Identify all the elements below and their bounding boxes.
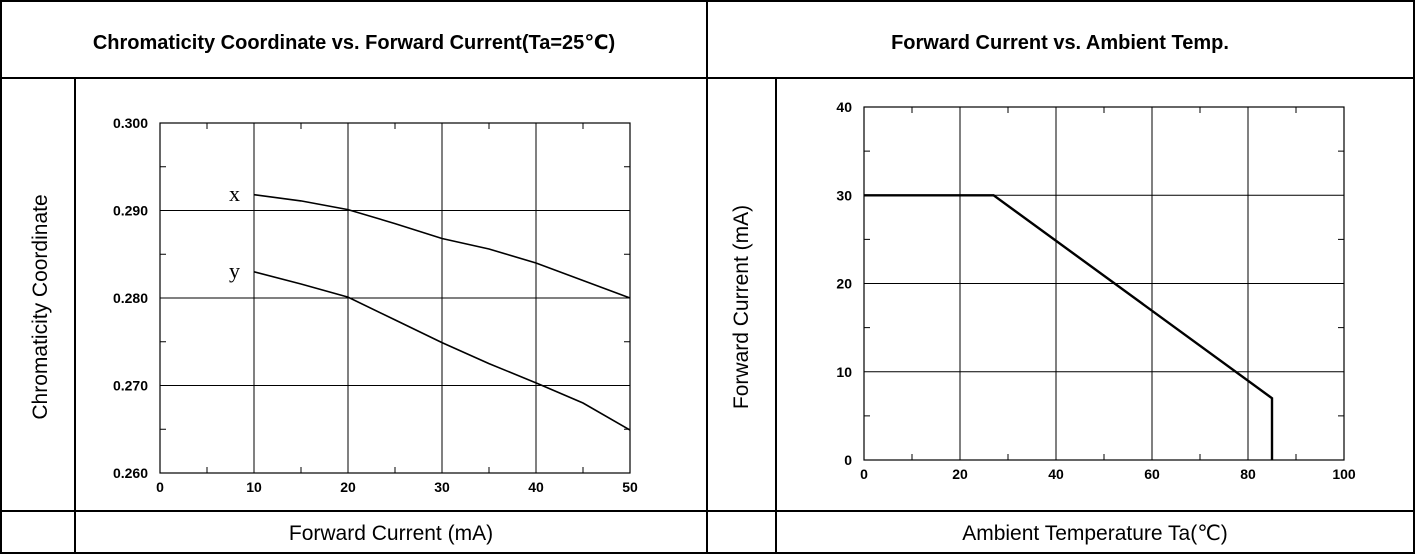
series-label-y: y [229, 258, 240, 283]
y-tick-label: 40 [836, 99, 852, 115]
series-line-series-1 [864, 195, 1272, 460]
x-tick-label: 20 [952, 466, 968, 482]
chart2-title: Forward Current vs. Ambient Temp. [891, 32, 1229, 54]
y-tick-label: 30 [836, 187, 852, 203]
chart1-grid [160, 123, 630, 473]
chart1-x-axis-title: Forward Current (mA) [289, 522, 493, 545]
x-tick-label: 0 [156, 479, 164, 495]
chart1-title: Chromaticity Coordinate vs. Forward Curr… [93, 32, 615, 54]
x-tick-label: 20 [340, 479, 356, 495]
x-tick-label: 80 [1240, 466, 1256, 482]
x-tick-label: 100 [1332, 466, 1356, 482]
x-tick-label: 60 [1144, 466, 1160, 482]
x-tick-label: 0 [860, 466, 868, 482]
chart2-series [864, 195, 1272, 460]
chart2-x-axis-title: Ambient Temperature Ta(℃) [962, 522, 1228, 545]
y-tick-label: 0 [844, 452, 852, 468]
y-tick-label: 0.280 [113, 290, 148, 306]
y-tick-label: 0.260 [113, 465, 148, 481]
x-tick-label: 40 [1048, 466, 1064, 482]
chart1-y-axis-title: Chromaticity Coordinate [29, 194, 52, 419]
y-tick-label: 20 [836, 276, 852, 292]
chart1-series: xy [229, 181, 630, 430]
x-tick-label: 10 [246, 479, 262, 495]
chart2-y-axis-title: Forward Current (mA) [730, 205, 753, 409]
x-tick-label: 30 [434, 479, 450, 495]
chart1-tick-labels: 0 10 20 30 40 50 0.260 0.270 0.280 0.290 0.300 [113, 115, 638, 495]
y-tick-label: 10 [836, 364, 852, 380]
y-tick-label: 0.300 [113, 115, 148, 131]
x-tick-label: 50 [622, 479, 638, 495]
y-tick-label: 0.270 [113, 378, 148, 394]
x-tick-label: 40 [528, 479, 544, 495]
series-label-x: x [229, 181, 240, 206]
chart2-tick-labels: 0 20 40 60 80 100 0 10 20 30 40 [836, 99, 1355, 482]
y-tick-label: 0.290 [113, 203, 148, 219]
